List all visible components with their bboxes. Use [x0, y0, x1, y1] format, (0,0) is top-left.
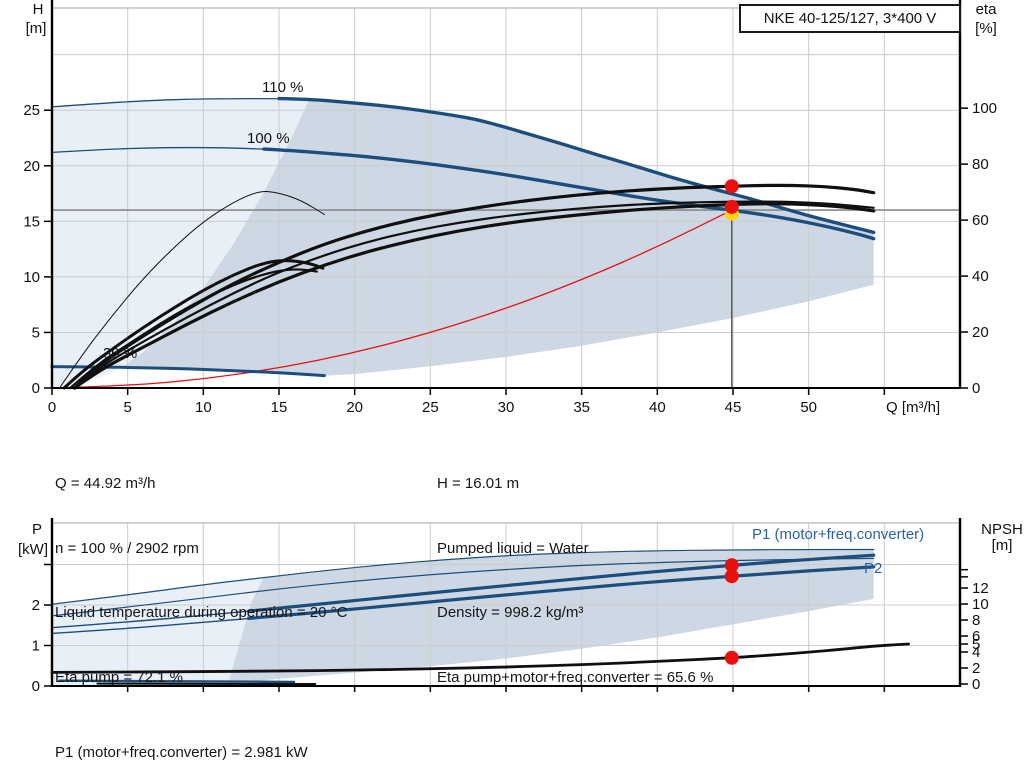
y-left-axis-unit-label: [kW] — [18, 541, 48, 558]
eta-pump-motor-curve — [73, 200, 875, 390]
y-left-tick-label: 20 — [23, 158, 40, 175]
x-axis-unit-label: Q [m³/h] — [886, 399, 940, 416]
x-tick-label: 10 — [195, 399, 212, 416]
pump-title-box: NKE 40-125/127, 3*400 V — [739, 4, 961, 33]
npsh-curve-curve — [50, 642, 910, 674]
y-left-axis-unit-label: [m] — [26, 20, 47, 37]
duty-info-left: Q = 44.92 m³/h n = 100 % / 2902 rpm Liqu… — [55, 430, 347, 731]
p1-duty-point — [724, 558, 739, 573]
y-left-tick-label: 15 — [23, 213, 40, 230]
y-right-tick-label: 4 — [972, 644, 980, 661]
y-right-tick-label: 60 — [972, 212, 989, 229]
info-eta-total: Eta pump+motor+freq.converter = 65.6 % — [437, 668, 714, 686]
info-p1: P1 (motor+freq.converter) = 2.981 kW — [55, 744, 308, 761]
eta-30pct-pump-curve — [59, 191, 325, 389]
y-left-tick-label: 1 — [32, 638, 40, 655]
y-right-tick-label: 20 — [972, 324, 989, 341]
info-eta-pump: Eta pump = 72.1 % — [55, 668, 183, 686]
y-left-tick-label: 0 — [32, 380, 40, 397]
eta-total-curve — [73, 202, 876, 390]
x-tick-label: 25 — [422, 399, 439, 416]
y-left-axis-unit-label: H — [33, 1, 44, 18]
y-right-tick-label: 6 — [972, 628, 980, 645]
legend-p1-label: P1 (motor+freq.converter) — [752, 526, 925, 543]
p2-110pct-curve — [51, 557, 875, 617]
y-left-tick-label: 2 — [32, 597, 40, 614]
eta-pump-curve — [73, 183, 876, 390]
y-right-tick-label: 0 — [972, 676, 980, 693]
curve-label-100pct: 100 % — [247, 130, 290, 147]
qh-duty-point — [724, 199, 739, 214]
legend-p2-label: P2 — [864, 560, 883, 577]
y-left-tick-label: 0 — [32, 678, 40, 695]
x-tick-label: 5 — [123, 399, 131, 416]
y-left-tick-label: 5 — [32, 324, 40, 341]
y-right-axis-unit-label: eta — [976, 1, 998, 18]
x-tick-label: 30 — [498, 399, 515, 416]
y-right-tick-label: 5 — [972, 636, 980, 653]
y-right-tick-label: 8 — [972, 612, 980, 629]
system-curve-curve — [51, 209, 733, 389]
x-tick-label: 45 — [725, 399, 742, 416]
y-right-axis-unit-label: [m] — [992, 537, 1013, 554]
y-left-axis-unit-label: P — [32, 521, 42, 538]
y-right-tick-label: 0 — [972, 380, 980, 397]
p-30pct-blue-curve — [58, 679, 296, 684]
x-tick-label: 40 — [649, 399, 666, 416]
y-right-tick-label: 80 — [972, 156, 989, 173]
info-density: Density = 998.2 kg/m³ — [437, 604, 584, 621]
y-right-tick-label: 12 — [972, 580, 989, 597]
y-left-tick-label: 25 — [23, 102, 40, 119]
info-h: H = 16.01 m — [437, 475, 520, 492]
x-tick-label: 20 — [346, 399, 363, 416]
y-right-tick-label: 100 — [972, 100, 997, 117]
curve-30pct-curve — [50, 365, 326, 378]
info-liquid-temp: Liquid temperature during operation = 20… — [55, 604, 348, 621]
eta-30pct-total-a-curve — [62, 259, 325, 390]
info-q: Q = 44.92 m³/h — [55, 475, 156, 492]
eta-duty-point — [724, 179, 739, 194]
power-info-block: P1 (motor+freq.converter) = 2.981 kW P2 … — [55, 699, 308, 781]
curve-label-110pct: 110 % — [262, 79, 303, 96]
p1-curve-bold-curve — [247, 553, 876, 613]
curve-100pct-bold-curve — [262, 147, 876, 241]
npsh-duty-point — [724, 650, 739, 665]
y-right-axis-unit-label: NPSH — [981, 521, 1023, 538]
duty-info-right: H = 16.01 m Pumped liquid = Water Densit… — [437, 430, 713, 731]
pump-title: NKE 40-125/127, 3*400 V — [763, 10, 937, 27]
info-pumped-liquid: Pumped liquid = Water — [437, 539, 589, 557]
x-tick-label: 0 — [48, 399, 56, 416]
y-right-tick-label: 10 — [972, 596, 989, 613]
p1-110pct-curve — [51, 548, 875, 605]
y-right-tick-label: 40 — [972, 268, 989, 285]
x-tick-label: 15 — [271, 399, 288, 416]
p2-curve-bold-curve — [247, 565, 876, 620]
p2-duty-point — [724, 569, 739, 584]
curve-label-30pct: 30 % — [103, 345, 137, 362]
info-speed: n = 100 % / 2902 rpm — [55, 539, 199, 557]
low-flow-region — [52, 98, 310, 388]
y-right-axis-unit-label: [%] — [975, 20, 997, 37]
x-tick-label: 50 — [800, 399, 817, 416]
y-right-tick-label: 2 — [972, 660, 980, 677]
x-tick-label: 35 — [573, 399, 590, 416]
operating-envelope — [121, 99, 874, 376]
y-left-tick-label: 10 — [23, 269, 40, 286]
power-envelope — [227, 549, 874, 686]
